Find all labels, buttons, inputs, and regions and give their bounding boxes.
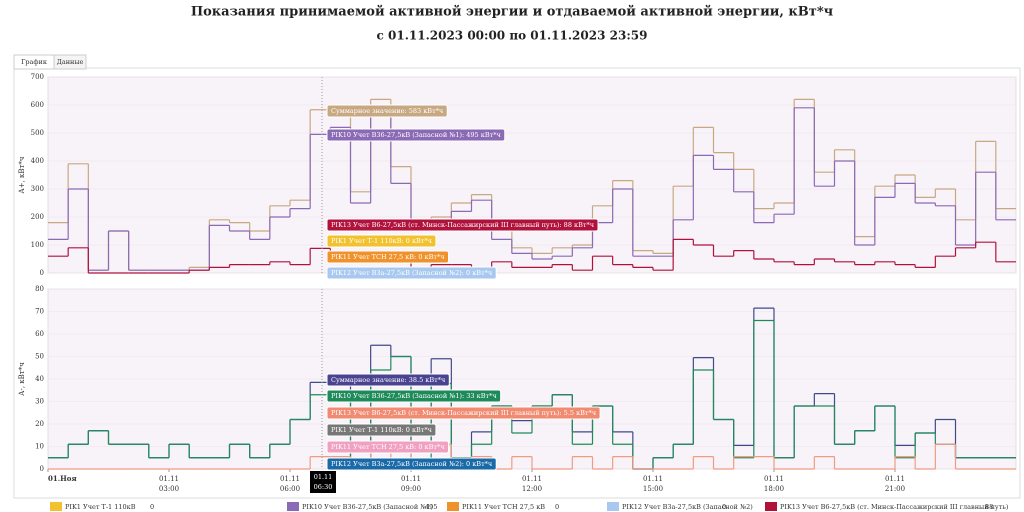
legend-label: PIK11 Учет ТСН 27,5 кВ bbox=[462, 503, 545, 511]
legend-label: PIK13 Учет В6-27,5кВ (ст. Минск-Пассажир… bbox=[780, 503, 1009, 511]
tooltip bbox=[326, 389, 502, 403]
legend-swatch bbox=[447, 502, 459, 511]
tooltip bbox=[326, 406, 601, 420]
legend-value: 0 bbox=[150, 503, 154, 511]
crosshair-label bbox=[310, 471, 336, 493]
tooltip bbox=[326, 440, 449, 454]
tooltip bbox=[326, 250, 449, 264]
tab-label[interactable]: Данные bbox=[57, 58, 84, 66]
tooltip-text: PIK1 Учет Т-1 110кВ: 0 кВт*ч bbox=[331, 237, 432, 245]
series bbox=[48, 238, 1016, 274]
legend-swatch bbox=[765, 502, 777, 511]
plot-area bbox=[47, 76, 1017, 274]
tooltip-text: PIK12 Учет В3а-27,5кВ (Запасной №2): 0 к… bbox=[331, 269, 492, 277]
y-tick-label: 500 bbox=[31, 129, 44, 137]
legend-swatch bbox=[50, 502, 62, 511]
tooltip-text: PIK10 Учет В36-27,5кВ (Запасной №1): 495… bbox=[331, 131, 501, 139]
tooltip-text: PIK11 Учет ТСН 27,5 кВ: 0 кВт*ч bbox=[331, 443, 445, 451]
y-tick-label: 0 bbox=[40, 465, 44, 473]
tooltip-text: PIK11 Учет ТСН 27,5 кВ: 0 кВт*ч bbox=[331, 253, 445, 261]
tooltip-text: Суммарное значение: 583 кВт*ч bbox=[331, 107, 443, 115]
y-tick-label: 30 bbox=[35, 398, 44, 406]
tooltip bbox=[326, 128, 506, 142]
tooltip bbox=[326, 266, 497, 280]
x-tick-label: 01.11 03:00 bbox=[159, 475, 179, 493]
y-tick-label: 80 bbox=[35, 285, 44, 293]
legend-value: 0 bbox=[722, 503, 726, 511]
tooltip bbox=[326, 234, 437, 248]
y-tick-label: 60 bbox=[35, 330, 44, 338]
x-tick-label: 01.Ноя bbox=[48, 474, 77, 483]
y-tick-label: 600 bbox=[31, 101, 44, 109]
y-tick-label: 0 bbox=[40, 269, 44, 277]
y-tick-label: 50 bbox=[35, 353, 44, 361]
x-tick-label: 01.11 18:00 bbox=[764, 475, 784, 493]
tooltip bbox=[326, 104, 448, 118]
y-tick-label: 20 bbox=[35, 420, 44, 428]
legend-value: 0 bbox=[555, 503, 559, 511]
tooltip bbox=[326, 423, 437, 437]
x-tick-label: 01.11 09:00 bbox=[401, 475, 421, 493]
tooltip-text: PIK12 Учет В3а-27,5кВ (Запасной №2): 0 к… bbox=[331, 460, 492, 468]
tooltip-text: Суммарное значение: 38.5 кВт*ч bbox=[331, 376, 445, 384]
tooltip-text: PIK10 Учет В36-27,5кВ (Запасной №1): 33 … bbox=[331, 392, 497, 400]
crosshair-text: 01.11 06:30 bbox=[314, 473, 333, 491]
tooltip-text: PIK1 Учет Т-1 110кВ: 0 кВт*ч bbox=[331, 426, 432, 434]
page-title: Показания принимаемой активной энергии и… bbox=[191, 5, 834, 20]
legend-label: PIK12 Учет В3а-27,5кВ (Запасной №2) bbox=[622, 503, 753, 511]
y-tick-label: 200 bbox=[31, 213, 44, 221]
legend-value: 88 bbox=[985, 503, 993, 511]
tooltip-text: PIK13 Учет В6-27,5кВ (ст. Минск-Пассажир… bbox=[331, 409, 596, 417]
y-tick-label: 100 bbox=[31, 241, 44, 249]
tab-label[interactable]: График bbox=[21, 58, 47, 66]
tooltip bbox=[326, 457, 497, 471]
y-axis-title: А-, кВт*ч bbox=[18, 362, 26, 396]
x-tick-label: 01.11 15:00 bbox=[643, 475, 663, 493]
x-tick-label: 01.11 12:00 bbox=[522, 475, 542, 493]
x-tick-label: 01.11 21:00 bbox=[885, 475, 905, 493]
y-tick-label: 300 bbox=[31, 185, 44, 193]
y-tick-label: 40 bbox=[35, 375, 44, 383]
legend-value: 495 bbox=[425, 503, 437, 511]
legend-label: PIK10 Учет В36-27,5кВ (Запасной №1) bbox=[302, 503, 433, 511]
legend-swatch bbox=[607, 502, 619, 511]
legend-label: PIK1 Учет Т-1 110кВ bbox=[65, 503, 136, 511]
y-tick-label: 70 bbox=[35, 308, 44, 316]
legend-swatch bbox=[287, 502, 299, 511]
y-tick-label: 700 bbox=[31, 73, 44, 81]
page-subtitle: с 01.11.2023 00:00 по 01.11.2023 23:59 bbox=[377, 29, 648, 43]
y-tick-label: 400 bbox=[31, 157, 44, 165]
tooltip-text: PIK13 Учет В6-27,5кВ (ст. Минск-Пассажир… bbox=[331, 221, 594, 229]
y-tick-label: 10 bbox=[35, 443, 44, 451]
tooltip bbox=[326, 218, 599, 232]
x-tick-label: 01.11 06:00 bbox=[280, 475, 300, 493]
tab[interactable] bbox=[53, 54, 87, 70]
y-axis-title: А+, кВт*ч bbox=[18, 156, 26, 194]
tooltip bbox=[326, 373, 450, 387]
